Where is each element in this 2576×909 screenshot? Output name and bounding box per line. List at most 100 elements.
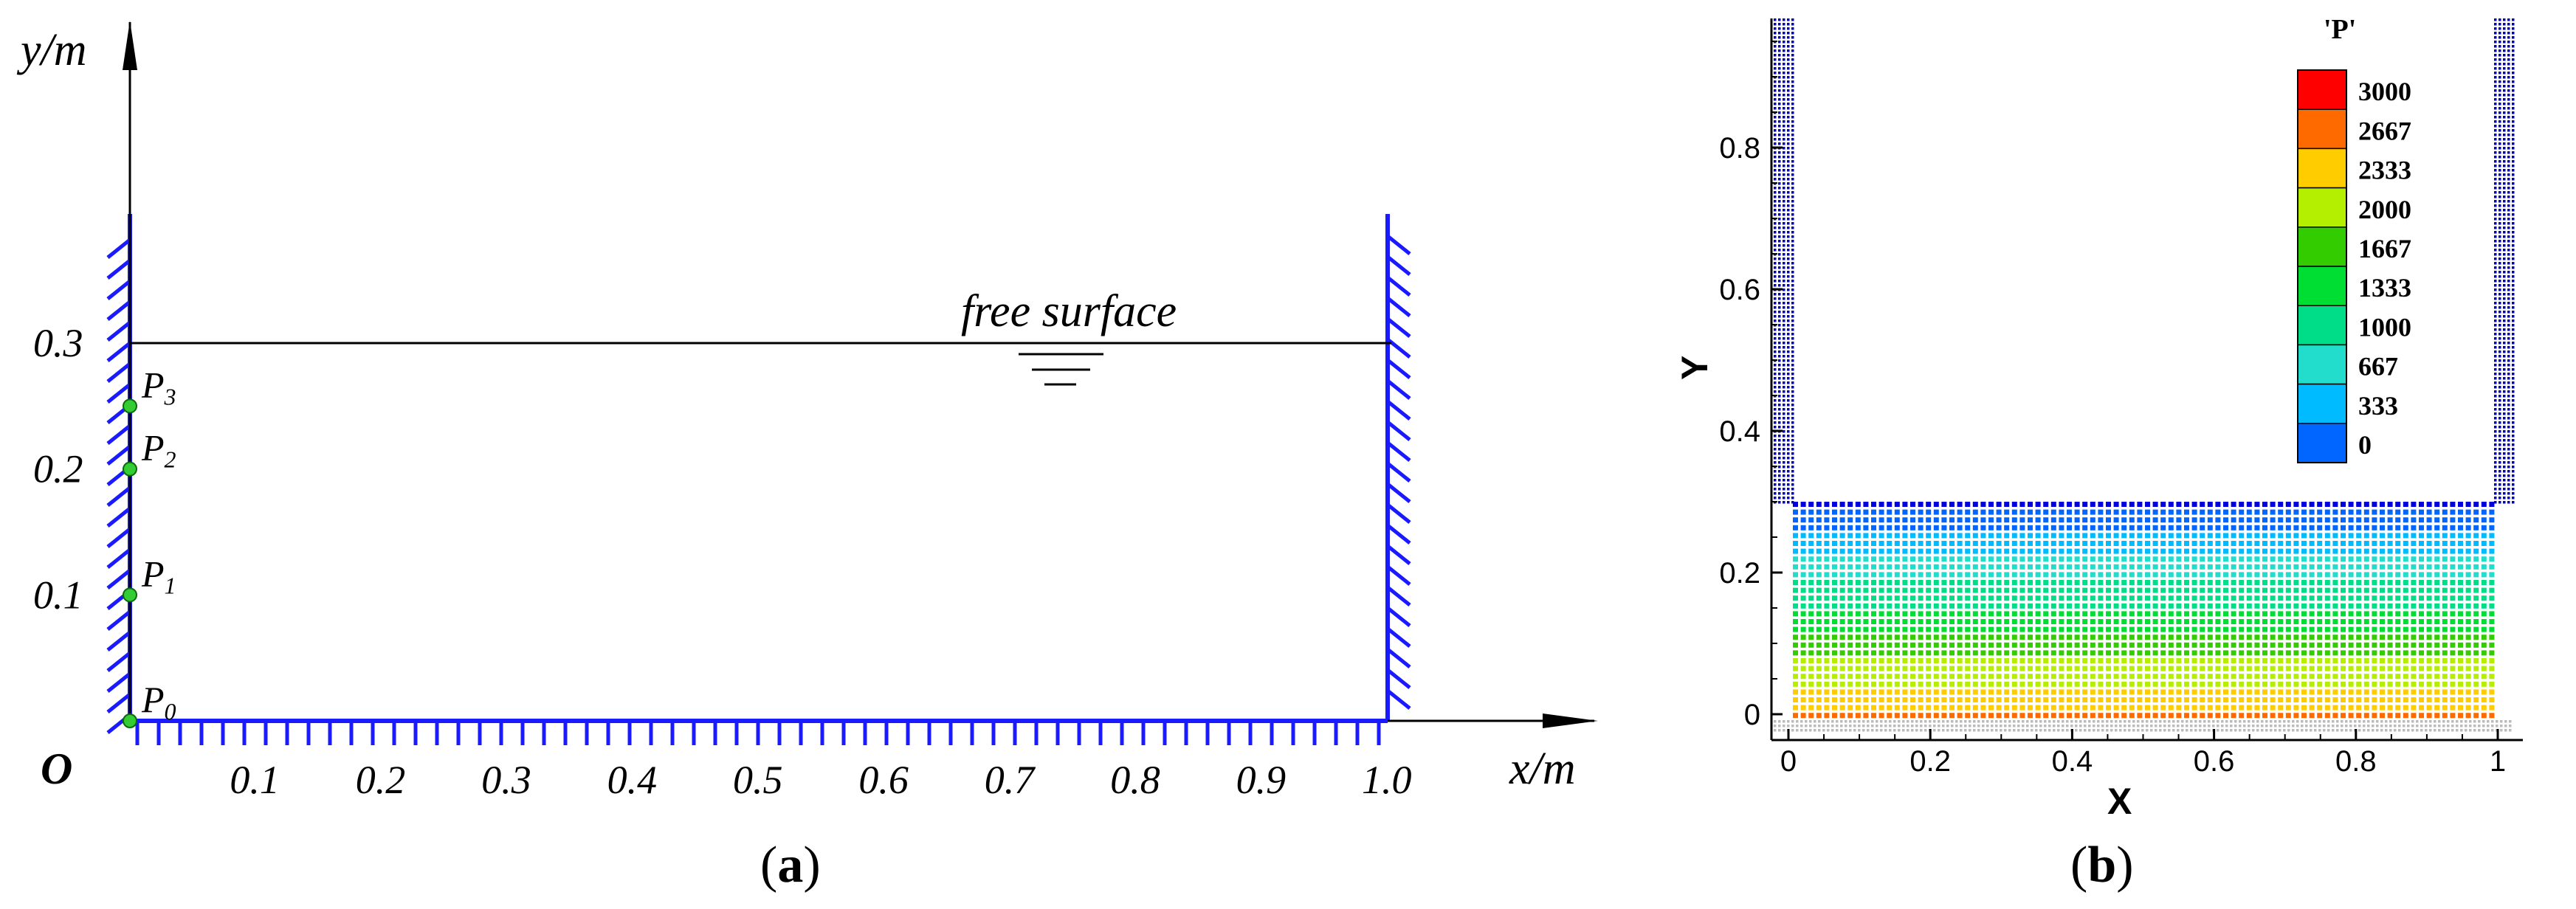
water-particle (1933, 626, 1939, 632)
boundary-particle (1787, 359, 1790, 362)
water-particle (1863, 635, 1869, 640)
boundary-particle (2494, 49, 2497, 52)
water-particle (2050, 650, 2056, 656)
boundary-particle (2389, 729, 2392, 732)
water-particle (1910, 502, 1915, 507)
water-particle (2426, 658, 2432, 663)
water-particle (2395, 502, 2401, 507)
water-particle (2473, 626, 2479, 632)
boundary-particle (2403, 725, 2405, 727)
water-particle (2403, 666, 2408, 671)
boundary-particle (1774, 120, 1777, 123)
boundary-particle (1774, 258, 1777, 260)
water-particle (1887, 525, 1893, 530)
boundary-particle (1791, 280, 1794, 283)
boundary-particle (1783, 443, 1785, 446)
boundary-particle (1774, 373, 1777, 376)
water-particle (2278, 595, 2284, 601)
water-particle (2285, 509, 2291, 515)
water-particle (2223, 541, 2228, 546)
boundary-particle (2503, 421, 2506, 424)
water-particle (2293, 705, 2299, 711)
boundary-particle (1783, 492, 1785, 495)
water-particle (1980, 650, 1986, 656)
water-particle (2121, 517, 2127, 523)
boundary-particle (1787, 470, 1790, 473)
boundary-particle (1858, 729, 1861, 732)
water-particle (2458, 642, 2463, 648)
water-particle (1965, 650, 1971, 656)
water-particle (1839, 674, 1845, 680)
boundary-particle (1774, 488, 1777, 491)
water-particle (1965, 509, 1971, 515)
water-particle (1996, 548, 2002, 554)
water-particle (1878, 556, 1884, 562)
boundary-particle (1774, 196, 1777, 198)
water-particle (1965, 517, 1971, 523)
water-particle (1808, 587, 1814, 593)
water-particle (2176, 689, 2182, 695)
boundary-particle (2494, 98, 2497, 101)
boundary-particle (2512, 41, 2515, 44)
boundary-particle (1787, 275, 1790, 278)
water-particle (2348, 502, 2354, 507)
boundary-particle (1902, 720, 1905, 723)
water-particle (2473, 572, 2479, 578)
boundary-particle (2132, 729, 2135, 732)
boundary-particle (1783, 63, 1785, 66)
water-particle (2426, 502, 2432, 507)
boundary-particle (2494, 483, 2497, 486)
water-particle (1878, 689, 1884, 695)
water-particle (2106, 650, 2111, 656)
boundary-particle (2507, 27, 2510, 30)
water-particle (1824, 611, 1830, 617)
boundary-particle (2491, 725, 2494, 727)
boundary-particle (2420, 720, 2423, 723)
water-particle (2113, 533, 2119, 539)
water-particle (2176, 572, 2182, 578)
boundary-particle (2274, 729, 2277, 732)
boundary-particle (2494, 213, 2497, 216)
boundary-particle (1778, 355, 1781, 358)
water-particle (2450, 674, 2456, 680)
water-particle (2442, 674, 2448, 680)
boundary-particle (2292, 729, 2295, 732)
water-particle (2215, 611, 2221, 617)
water-particle (2246, 619, 2252, 624)
water-particle (2395, 635, 2401, 640)
water-particle (2067, 509, 2072, 515)
boundary-particle (1774, 98, 1777, 101)
boundary-particle (1783, 324, 1785, 327)
boundary-particle (1778, 129, 1781, 132)
water-particle (2465, 548, 2471, 554)
water-particle (1933, 603, 1939, 609)
water-particle (2411, 689, 2417, 695)
water-particle (2231, 595, 2236, 601)
water-particle (1926, 705, 1932, 711)
boundary-particle (2498, 461, 2501, 464)
water-particle (1871, 572, 1876, 578)
water-particle (2270, 611, 2276, 617)
water-particle (2387, 548, 2393, 554)
water-particle (2262, 525, 2267, 530)
boundary-particle (2358, 725, 2361, 727)
boundary-particle (1791, 284, 1794, 287)
water-particle (2356, 502, 2362, 507)
boundary-particle (1907, 720, 1909, 723)
boundary-particle (2512, 32, 2515, 35)
water-particle (2152, 650, 2158, 656)
boundary-particle (1907, 729, 1909, 732)
boundary-particle (1858, 725, 1861, 727)
water-particle (2285, 650, 2291, 656)
water-particle (1980, 587, 1986, 593)
water-particle (2106, 674, 2111, 680)
water-particle (2168, 525, 2174, 530)
boundary-particle (2507, 196, 2510, 198)
water-particle (2434, 525, 2440, 530)
boundary-particle (1791, 390, 1794, 393)
water-particle (2067, 556, 2072, 562)
water-particle (2176, 533, 2182, 539)
legend-swatch (2297, 383, 2347, 424)
boundary-particle (2507, 36, 2510, 39)
water-particle (2090, 713, 2095, 719)
